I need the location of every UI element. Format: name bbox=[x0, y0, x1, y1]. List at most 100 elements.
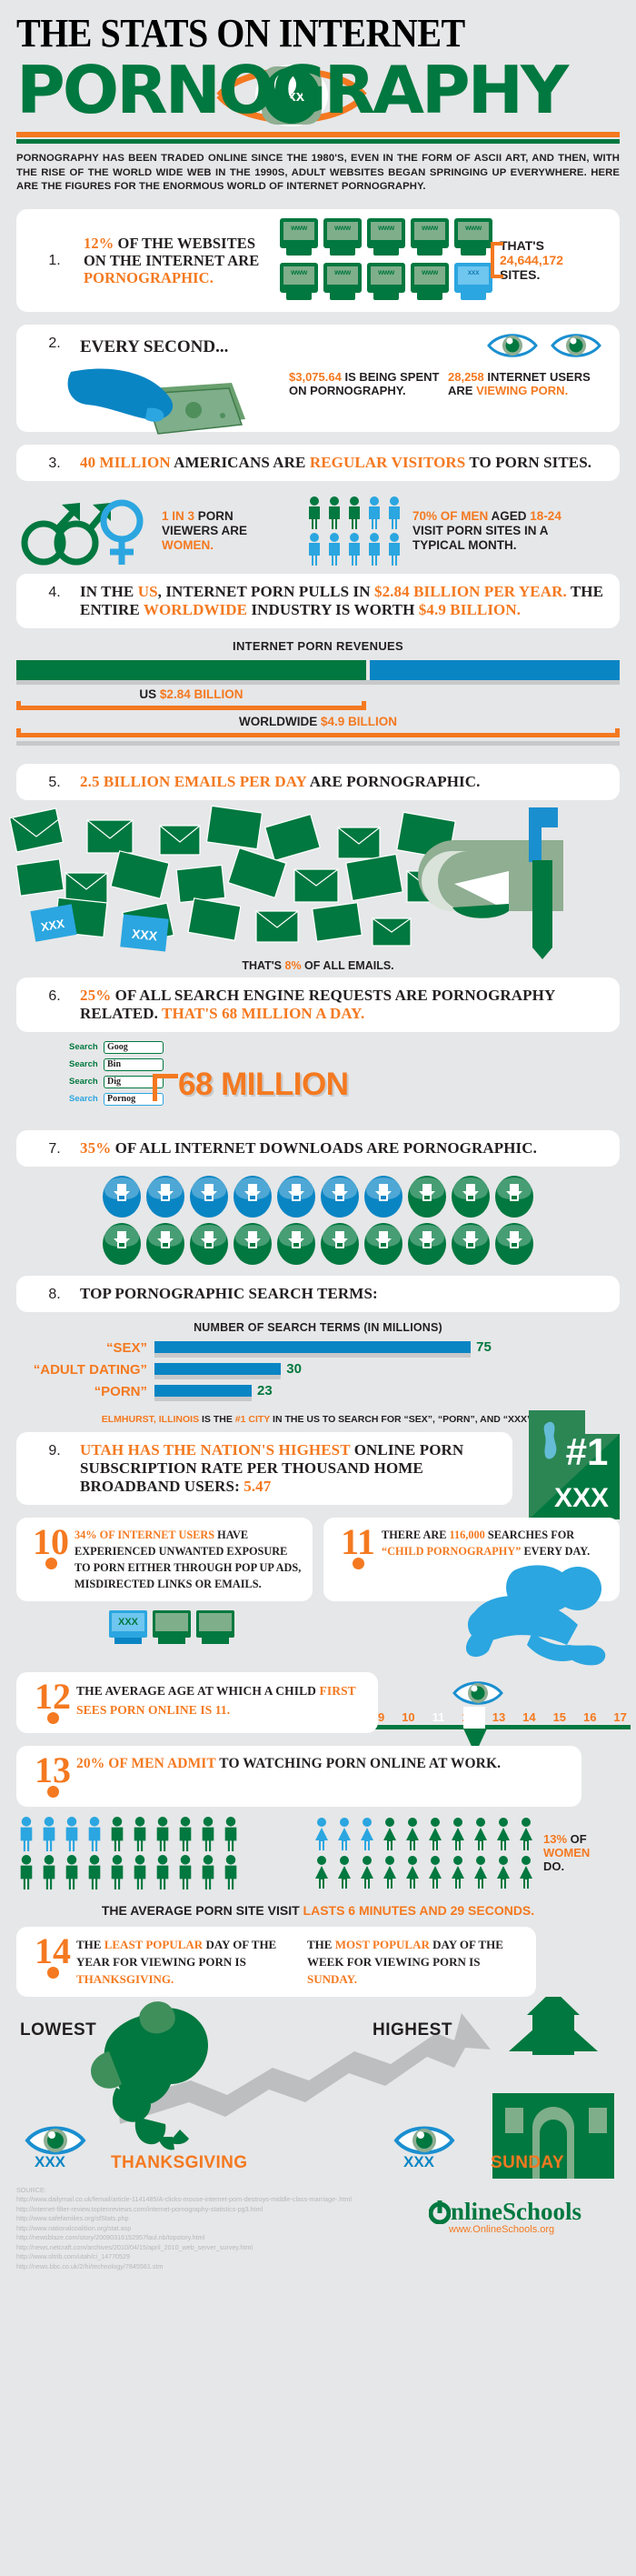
screen-icon bbox=[196, 1609, 234, 1647]
section-4-card: 4. IN THE US, INTERNET PORN PULLS IN $2.… bbox=[16, 573, 620, 628]
woman-icon bbox=[452, 1817, 464, 1850]
person-icon bbox=[369, 496, 380, 529]
revenue-bar-us bbox=[16, 659, 366, 680]
age-13: 13 bbox=[492, 1709, 506, 1724]
section-7-number: 7. bbox=[48, 1140, 61, 1157]
s5-emails: 2.5 BILLION EMAILS PER DAY bbox=[80, 772, 307, 790]
bar-row: “PORN” 23 bbox=[16, 1383, 620, 1401]
number-dot-icon bbox=[46, 1785, 59, 1798]
computer-icon-porn: xxx bbox=[454, 262, 492, 303]
age-15: 15 bbox=[552, 1709, 567, 1724]
download-icon bbox=[234, 1222, 272, 1265]
person-icon bbox=[202, 1854, 214, 1889]
revenue-label-us: US $2.84 BILLION bbox=[139, 687, 243, 701]
s5-note-c: OF ALL EMAILS. bbox=[301, 958, 394, 972]
search-row[interactable]: Search Bin bbox=[0, 1057, 636, 1071]
search-input[interactable]: Dig bbox=[104, 1075, 164, 1088]
woman-icon bbox=[520, 1855, 532, 1889]
eye-icon bbox=[551, 334, 601, 357]
person-icon bbox=[389, 496, 400, 529]
section-5-card: 5. 2.5 BILLION EMAILS PER DAY ARE PORNOG… bbox=[16, 763, 620, 800]
person-icon bbox=[111, 1854, 124, 1889]
s8-rank: #1 CITY bbox=[234, 1413, 271, 1425]
sections-10-11-row: 10 34% OF INTERNET USERS HAVE EXPERIENCE… bbox=[16, 1517, 620, 1601]
search-row[interactable]: Search Goog bbox=[0, 1040, 636, 1054]
mailbox-scene: XXX XXX bbox=[0, 800, 636, 959]
source-item: http://www.sltrib.com/utah/ci_14770529 bbox=[16, 2252, 131, 2261]
revenue-value-us: $2.84 BILLION bbox=[159, 687, 243, 701]
website-icon-grid: www www www www www www www www www xxx bbox=[280, 217, 492, 303]
bar-shadow bbox=[154, 1374, 282, 1379]
turkey-icon bbox=[91, 2000, 208, 2150]
lowest-label: LOWEST bbox=[20, 2020, 97, 2040]
person-icon bbox=[329, 532, 340, 566]
person-icon bbox=[134, 1854, 146, 1889]
users-viewing: VIEWING PORN. bbox=[476, 384, 569, 398]
s4-us: US bbox=[137, 582, 158, 600]
crawling-baby-icon bbox=[465, 1565, 606, 1666]
computer-icon: www bbox=[367, 217, 405, 258]
s7-end: OF ALL INTERNET DOWNLOADS ARE PORNOGRAPH… bbox=[111, 1138, 537, 1157]
s10-34pct: 34% OF INTERNET USERS bbox=[75, 1528, 215, 1541]
section-1-mid: OF THE WEBSITES ON THE INTERNET ARE bbox=[84, 234, 260, 269]
search-input-porn[interactable]: Pornog bbox=[104, 1092, 164, 1106]
s14-thanksgiving: THANKSGIVING. bbox=[76, 1971, 174, 1986]
avg-visit-a: THE AVERAGE PORN SITE VISIT bbox=[101, 1902, 303, 1918]
search-label: Search bbox=[69, 1077, 98, 1088]
eyes-pair bbox=[487, 330, 601, 361]
s11-c: SEARCHES FOR bbox=[484, 1528, 575, 1541]
s3-40m: 40 MILLION bbox=[80, 453, 171, 471]
person-icon-blue bbox=[65, 1816, 78, 1851]
revenue-label-us-row: US $2.84 BILLION bbox=[16, 687, 620, 712]
revenue-label-worldwide-row: WORLDWIDE $4.9 BILLION bbox=[16, 714, 620, 739]
section-3-text: 40 MILLION AMERICANS ARE REGULAR VISITOR… bbox=[80, 454, 607, 472]
section-8-card: 8. TOP PORNOGRAPHIC SEARCH TERMS: bbox=[16, 1275, 620, 1312]
bar-shadow bbox=[154, 1352, 472, 1358]
search-input[interactable]: Bin bbox=[104, 1057, 164, 1071]
page-title-word: PORNOGRAPHY bbox=[16, 52, 569, 129]
church-icon bbox=[492, 1996, 614, 2179]
utah-map-icon: #1 XXX bbox=[529, 1409, 620, 1519]
section-2-card: 2. EVERY SECOND... bbox=[16, 324, 620, 435]
woman-icon bbox=[406, 1855, 419, 1889]
person-icon bbox=[156, 1816, 169, 1851]
download-icon bbox=[408, 1222, 446, 1265]
download-icon-porn bbox=[321, 1175, 359, 1218]
s11-term: “CHILD PORNOGRAPHY” bbox=[382, 1544, 522, 1558]
age-16: 16 bbox=[583, 1709, 597, 1724]
s14-least-popular: LEAST POPULAR bbox=[104, 1937, 204, 1951]
revenue-label-worldwide: WORLDWIDE $4.9 BILLION bbox=[238, 714, 398, 728]
computer-icon: www bbox=[411, 217, 449, 258]
day-label-sunday: SUNDAY bbox=[491, 2152, 564, 2172]
person-icon bbox=[111, 1816, 124, 1851]
woman-icon bbox=[497, 1855, 510, 1889]
section-1-sites-number: 24,644,172 bbox=[500, 253, 564, 268]
download-icon-porn bbox=[103, 1175, 141, 1218]
section-1-sites: THAT'S 24,644,172 SITES. bbox=[491, 238, 607, 282]
bar-row: “ADULT DATING” 30 bbox=[16, 1362, 620, 1379]
s13-13pct: 13% bbox=[543, 1832, 568, 1847]
s3-visitors: REGULAR VISITORS bbox=[309, 453, 466, 471]
s11-e: EVERY DAY. bbox=[521, 1544, 591, 1558]
person-icon bbox=[309, 532, 320, 566]
bar-label: “PORN” bbox=[94, 1383, 147, 1399]
number-dot-icon bbox=[352, 1557, 364, 1569]
download-icon-porn bbox=[364, 1175, 402, 1218]
section-12-wrap: 9 10 11 12 13 14 15 16 17 12 bbox=[0, 1671, 636, 1754]
source-item: http://www.safefamilies.org/sfStats.php bbox=[16, 2214, 129, 2223]
search-input[interactable]: Goog bbox=[104, 1040, 164, 1054]
s4-amount: $2.84 BILLION PER YEAR. bbox=[373, 582, 567, 600]
woman-icon bbox=[383, 1817, 396, 1850]
download-icon bbox=[495, 1222, 533, 1265]
person-icon bbox=[134, 1816, 146, 1851]
section-3-icons: 1 IN 3 PORN VIEWERS ARE WOMEN. 70% OF ME… bbox=[0, 481, 636, 574]
brand-logo[interactable]: nlineSchools www.OnlineSchools.org bbox=[429, 2186, 620, 2272]
s9-utah: UTAH HAS THE NATION'S HIGHEST bbox=[80, 1440, 351, 1458]
person-icon bbox=[43, 1854, 55, 1889]
search-row-porn[interactable]: Search Pornog bbox=[0, 1092, 636, 1106]
revenue-chart: INTERNET PORN REVENUES US $2.84 BILLION … bbox=[0, 628, 636, 751]
revenue-value-ww: $4.9 BILLION bbox=[320, 714, 398, 728]
users-value: 28,258 bbox=[448, 369, 484, 384]
s11-a: THERE ARE bbox=[382, 1528, 450, 1541]
search-row[interactable]: Search Dig bbox=[0, 1075, 636, 1088]
